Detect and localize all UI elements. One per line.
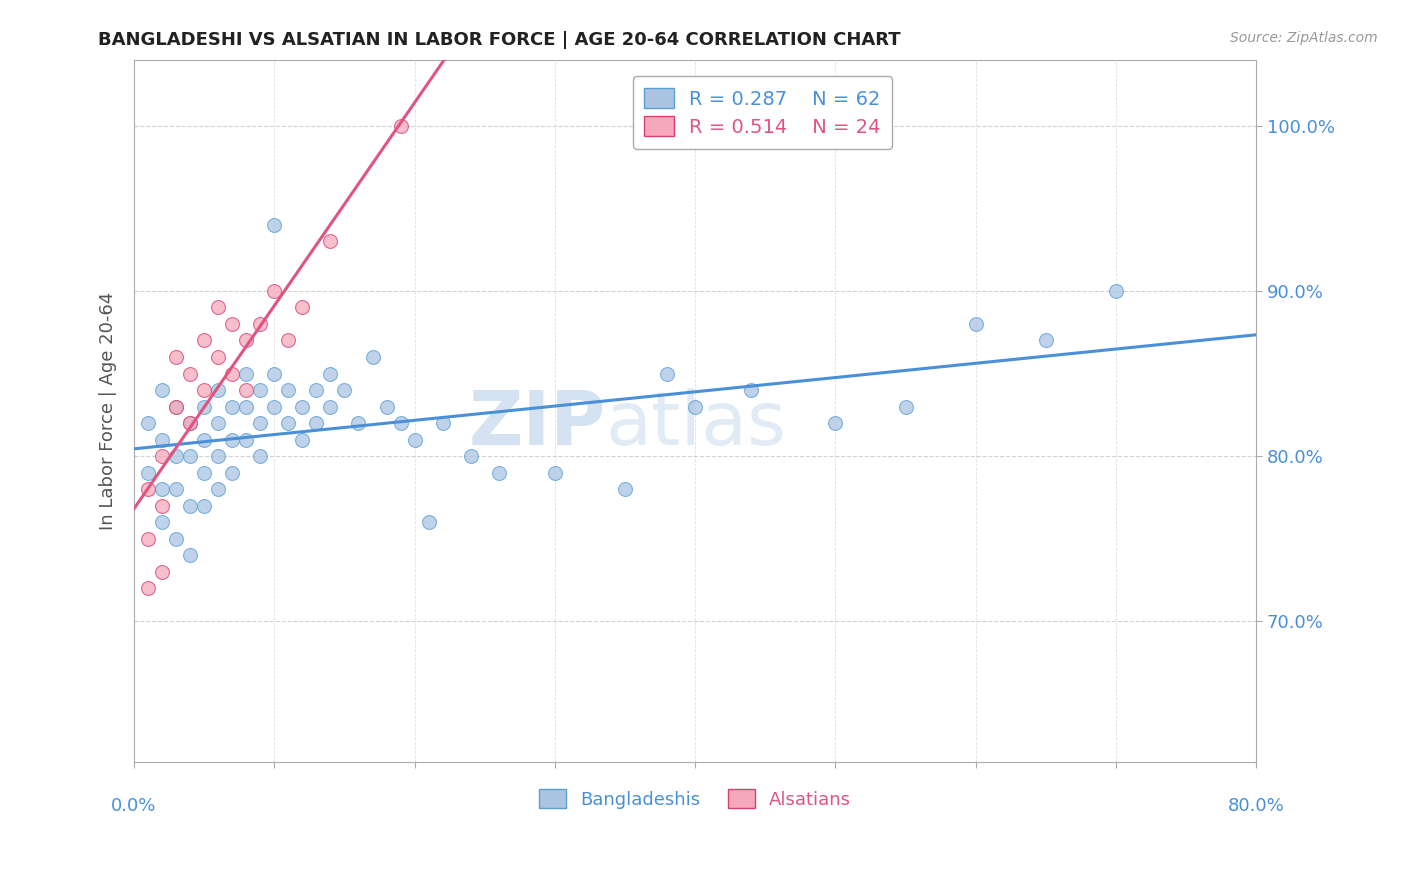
Point	[165, 350, 187, 364]
Point	[165, 449, 187, 463]
Point	[277, 416, 299, 430]
Point	[277, 383, 299, 397]
Point	[291, 433, 314, 447]
Point	[235, 334, 257, 348]
Point	[165, 532, 187, 546]
Point	[193, 400, 215, 414]
Point	[150, 433, 173, 447]
Point	[193, 433, 215, 447]
Point	[1035, 334, 1057, 348]
Point	[319, 367, 342, 381]
Point	[150, 449, 173, 463]
Point	[179, 416, 201, 430]
Point	[432, 416, 454, 430]
Point	[179, 416, 201, 430]
Point	[404, 433, 426, 447]
Point	[263, 218, 285, 232]
Point	[165, 400, 187, 414]
Point	[544, 466, 567, 480]
Point	[179, 499, 201, 513]
Text: 80.0%: 80.0%	[1227, 797, 1285, 815]
Point	[319, 235, 342, 249]
Point	[460, 449, 482, 463]
Point	[249, 317, 271, 331]
Point	[193, 334, 215, 348]
Point	[418, 515, 440, 529]
Point	[207, 416, 229, 430]
Point	[375, 400, 398, 414]
Point	[221, 367, 243, 381]
Point	[207, 350, 229, 364]
Point	[263, 284, 285, 298]
Text: BANGLADESHI VS ALSATIAN IN LABOR FORCE | AGE 20-64 CORRELATION CHART: BANGLADESHI VS ALSATIAN IN LABOR FORCE |…	[98, 31, 901, 49]
Point	[150, 515, 173, 529]
Point	[136, 466, 159, 480]
Point	[165, 482, 187, 496]
Point	[136, 416, 159, 430]
Point	[655, 367, 678, 381]
Point	[150, 565, 173, 579]
Point	[235, 433, 257, 447]
Point	[389, 119, 412, 133]
Point	[965, 317, 987, 331]
Text: 0.0%: 0.0%	[111, 797, 156, 815]
Point	[207, 449, 229, 463]
Point	[488, 466, 510, 480]
Point	[136, 532, 159, 546]
Point	[179, 367, 201, 381]
Point	[207, 383, 229, 397]
Point	[136, 582, 159, 596]
Point	[263, 400, 285, 414]
Point	[179, 449, 201, 463]
Point	[291, 301, 314, 315]
Point	[150, 383, 173, 397]
Point	[221, 433, 243, 447]
Point	[136, 482, 159, 496]
Point	[305, 416, 328, 430]
Point	[207, 301, 229, 315]
Point	[193, 466, 215, 480]
Point	[347, 416, 370, 430]
Point	[1105, 284, 1128, 298]
Point	[614, 482, 637, 496]
Point	[249, 383, 271, 397]
Point	[291, 400, 314, 414]
Point	[207, 482, 229, 496]
Point	[193, 383, 215, 397]
Point	[740, 383, 762, 397]
Legend: Bangladeshis, Alsatians: Bangladeshis, Alsatians	[531, 782, 859, 816]
Point	[165, 400, 187, 414]
Point	[277, 334, 299, 348]
Text: Source: ZipAtlas.com: Source: ZipAtlas.com	[1230, 31, 1378, 45]
Point	[389, 416, 412, 430]
Point	[894, 400, 917, 414]
Point	[235, 383, 257, 397]
Point	[150, 482, 173, 496]
Text: atlas: atlas	[606, 388, 786, 461]
Point	[319, 400, 342, 414]
Point	[361, 350, 384, 364]
Point	[193, 499, 215, 513]
Point	[221, 317, 243, 331]
Point	[333, 383, 356, 397]
Y-axis label: In Labor Force | Age 20-64: In Labor Force | Age 20-64	[100, 292, 117, 530]
Text: ZIP: ZIP	[468, 388, 606, 461]
Point	[150, 499, 173, 513]
Point	[263, 367, 285, 381]
Point	[249, 449, 271, 463]
Point	[235, 367, 257, 381]
Point	[235, 400, 257, 414]
Point	[683, 400, 706, 414]
Point	[249, 416, 271, 430]
Point	[221, 466, 243, 480]
Point	[221, 400, 243, 414]
Point	[179, 548, 201, 562]
Point	[305, 383, 328, 397]
Point	[824, 416, 846, 430]
